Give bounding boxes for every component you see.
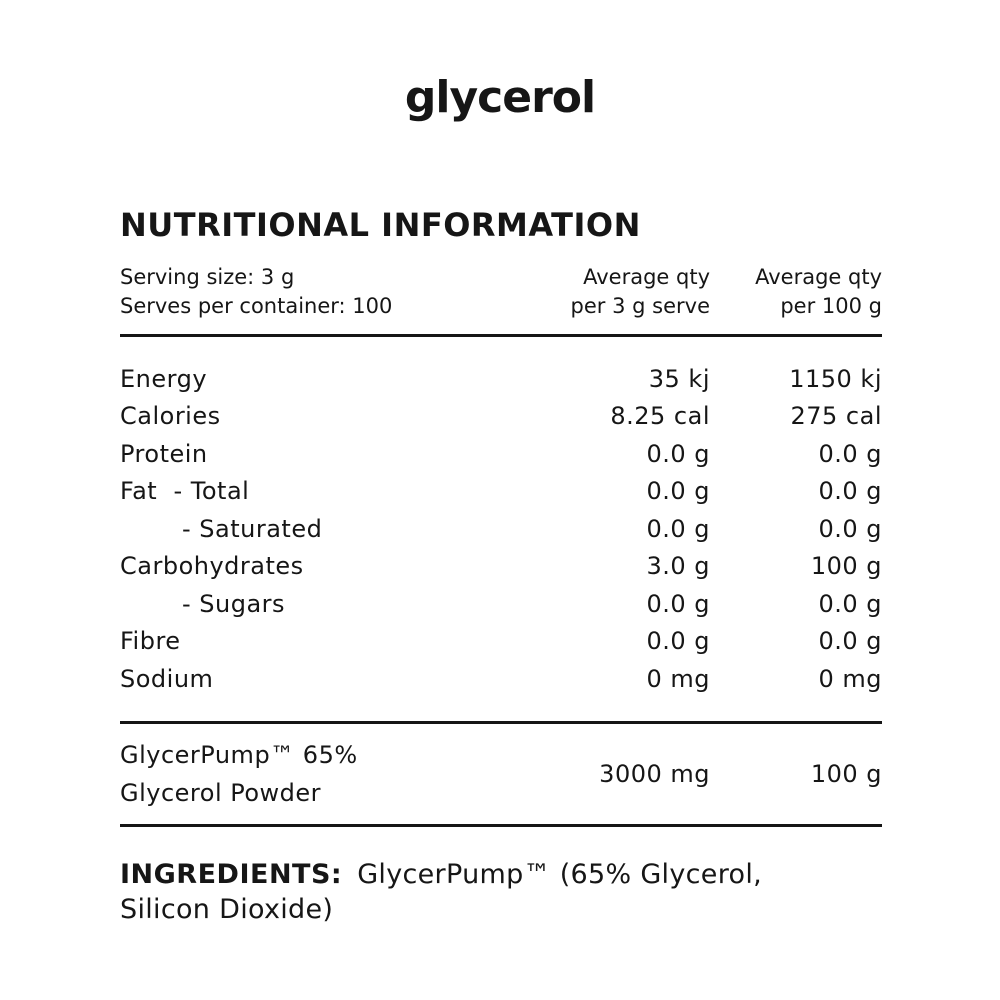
row-label: Protein (120, 439, 208, 468)
ingredients-value-line1: GlycerPump™ (65% Glycerol, (357, 859, 763, 890)
table-row-fibre: Fibre 0.0 g 0.0 g (120, 623, 882, 661)
row-label: Energy (120, 364, 208, 393)
row-value-per-serve: 0.0 g (646, 439, 710, 468)
row-label: Calories (120, 402, 221, 431)
row-label: Fat - Total (120, 477, 250, 506)
row-value-per-100g: 0.0 g (818, 514, 882, 543)
row-value-per-100g: 100 g (810, 552, 882, 581)
table-row-fat-total: Fat - Total 0.0 g 0.0 g (120, 473, 882, 511)
row-value-per-100g: 1150 kj (789, 364, 882, 393)
ingredients-label: INGREDIENTS: (120, 859, 343, 890)
row-label: Fibre (120, 627, 181, 656)
row-label: Carbohydrates (120, 552, 304, 581)
table-header: Serving size: 3 g Serves per container: … (120, 263, 882, 321)
table-row-protein: Protein 0.0 g 0.0 g (120, 435, 882, 473)
divider-top (120, 334, 882, 337)
ingredients-line1: INGREDIENTS: GlycerPump™ (65% Glycerol, (120, 857, 882, 892)
row-value-per-serve: 35 kj (648, 364, 710, 393)
row-value-per-serve: 0.0 g (646, 627, 710, 656)
row-value-per-100g: 275 cal (790, 402, 882, 431)
row-value-per-100g: 0.0 g (818, 589, 882, 618)
table-row-calories: Calories 8.25 cal 275 cal (120, 398, 882, 436)
ingredients-section: INGREDIENTS: GlycerPump™ (65% Glycerol, S… (120, 857, 882, 927)
glycerpump-label-line2: Glycerol Powder (120, 779, 322, 807)
nutrient-table: Energy 35 kj 1150 kj Calories 8.25 cal 2… (120, 360, 882, 698)
column-header-per-serve: Average qty per 3 g serve (570, 265, 710, 318)
table-row-energy: Energy 35 kj 1150 kj (120, 360, 882, 398)
row-value-per-serve: 3000 mg (599, 760, 710, 788)
ingredients-value-line2: Silicon Dioxide) (120, 894, 334, 925)
brand-logo: glycerol (404, 72, 596, 123)
row-value-per-serve: 0.0 g (646, 477, 710, 506)
glycerpump-label-line1: GlycerPump™ 65% (120, 741, 358, 769)
row-value-per-100g: 0.0 g (818, 627, 882, 656)
row-label: - Sugars (182, 589, 286, 618)
row-value-per-100g: 100 g (810, 760, 882, 788)
divider-middle (120, 721, 882, 724)
serving-size: Serving size: 3 g (120, 265, 295, 289)
row-value-per-serve: 0.0 g (646, 514, 710, 543)
column-header-per-100g: Average qty per 100 g (755, 265, 882, 318)
row-label: - Saturated (182, 514, 323, 543)
row-value-per-serve: 8.25 cal (610, 402, 710, 431)
serving-info: Serving size: 3 g Serves per container: … (120, 263, 550, 321)
table-row-carbohydrates: Carbohydrates 3.0 g 100 g (120, 548, 882, 586)
table-row-glycerpump: GlycerPump™ 65% Glycerol Powder 3000 mg … (120, 724, 882, 824)
row-value-per-serve: 0.0 g (646, 589, 710, 618)
table-row-sodium: Sodium 0 mg 0 mg (120, 660, 882, 698)
panel-title: NUTRITIONAL INFORMATION (120, 206, 641, 244)
table-row-sugars: - Sugars 0.0 g 0.0 g (120, 585, 882, 623)
divider-bottom (120, 824, 882, 827)
row-value-per-100g: 0.0 g (818, 477, 882, 506)
row-label: GlycerPump™ 65% Glycerol Powder (120, 736, 550, 812)
serves-per-container: Serves per container: 100 (120, 294, 393, 318)
table-row-fat-saturated: - Saturated 0.0 g 0.0 g (120, 510, 882, 548)
row-label: Sodium (120, 664, 214, 693)
row-value-per-serve: 3.0 g (646, 552, 710, 581)
row-value-per-100g: 0 mg (818, 664, 882, 693)
row-value-per-serve: 0 mg (646, 664, 710, 693)
row-value-per-100g: 0.0 g (818, 439, 882, 468)
